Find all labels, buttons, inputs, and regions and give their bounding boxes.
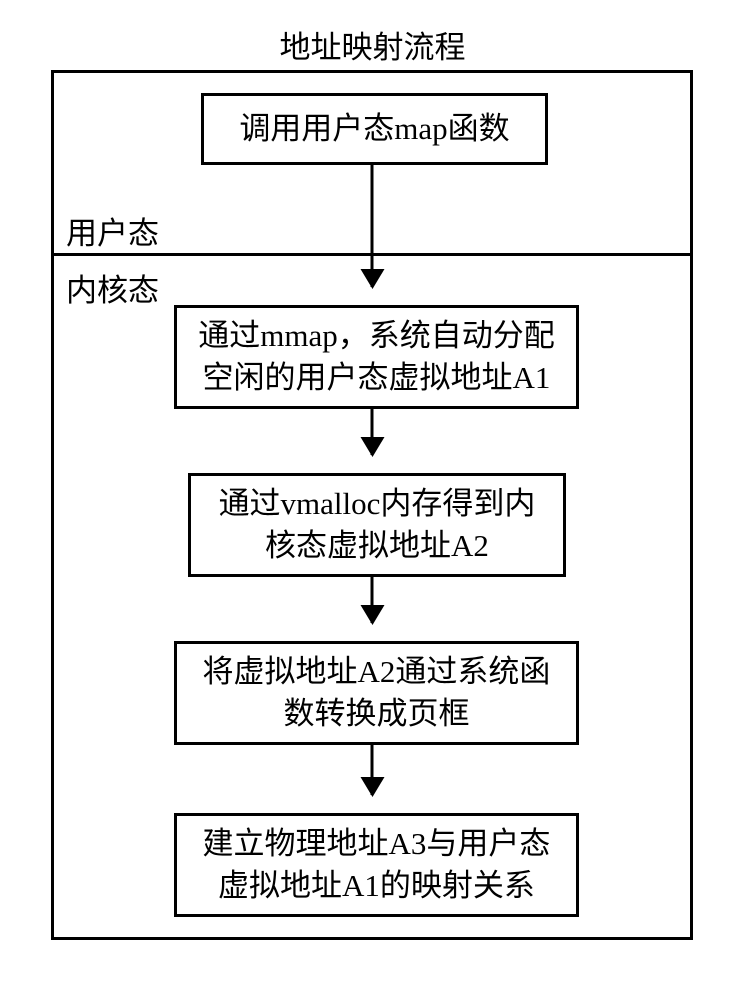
flow-arrow-n3-n4 — [371, 577, 374, 623]
flow-node-n2: 通过mmap，系统自动分配空闲的用户态虚拟地址A1 — [174, 305, 579, 409]
flow-node-n3: 通过vmalloc内存得到内核态虚拟地址A2 — [188, 473, 566, 577]
flow-arrow-n1-n2 — [371, 165, 374, 287]
flow-node-n4: 将虚拟地址A2通过系统函数转换成页框 — [174, 641, 579, 745]
diagram-frame: 用户态 内核态 调用用户态map函数通过mmap，系统自动分配空闲的用户态虚拟地… — [51, 70, 693, 940]
diagram-title: 地址映射流程 — [0, 0, 745, 77]
flow-arrow-n4-n5 — [371, 745, 374, 795]
section-label-user: 用户态 — [66, 208, 159, 253]
flow-node-n5: 建立物理地址A3与用户态虚拟地址A1的映射关系 — [174, 813, 579, 917]
flow-arrow-n2-n3 — [371, 409, 374, 455]
section-label-kernel: 内核态 — [66, 265, 159, 310]
flow-node-n1: 调用用户态map函数 — [201, 93, 548, 165]
